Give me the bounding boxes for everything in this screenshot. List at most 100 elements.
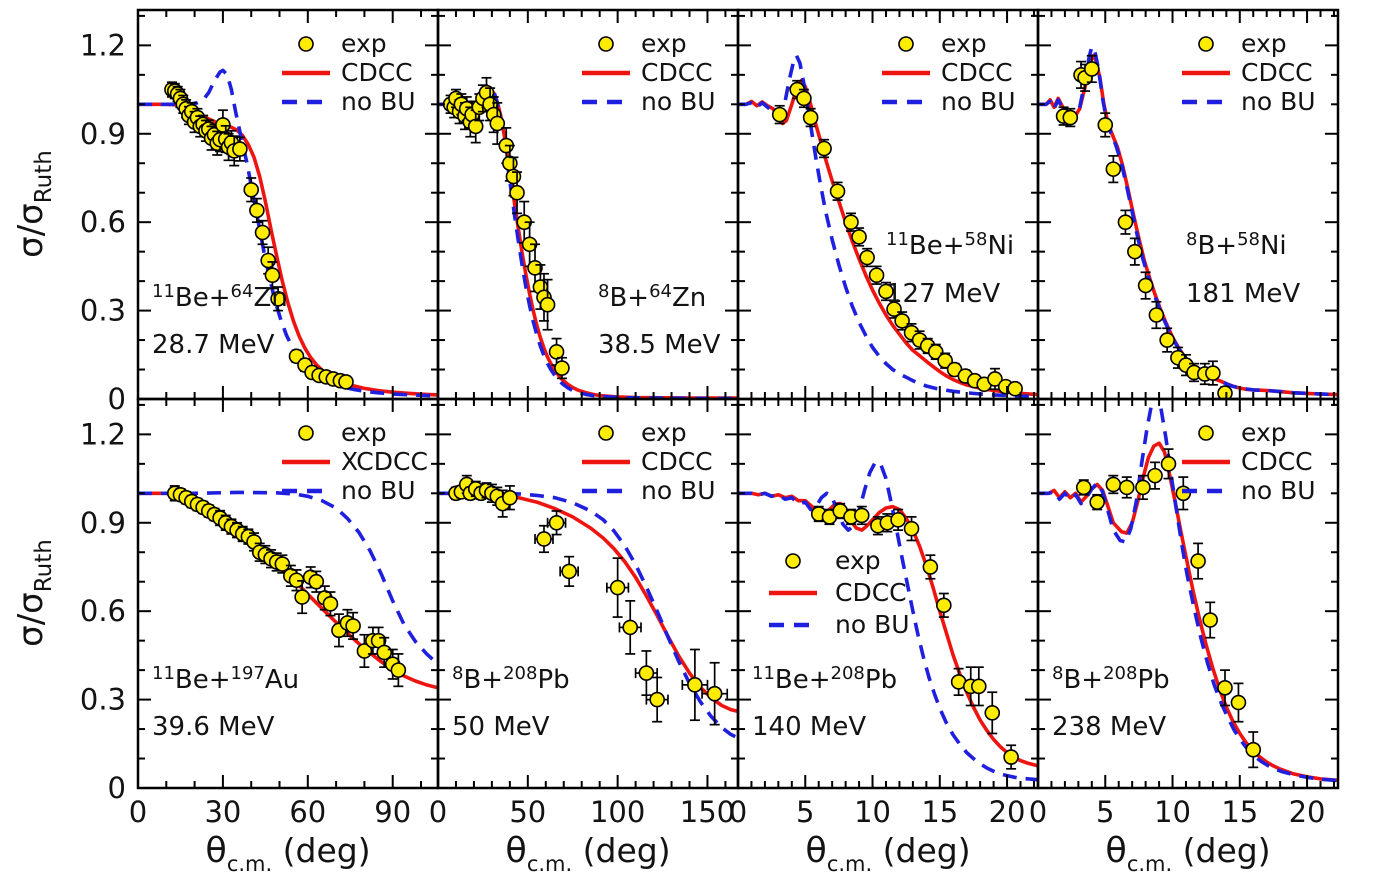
exp-point bbox=[390, 662, 407, 678]
x-tick-label: 10 bbox=[854, 795, 891, 829]
exp-point bbox=[816, 140, 832, 157]
exp-point bbox=[1062, 109, 1079, 126]
legend-label: no BU bbox=[1241, 476, 1316, 505]
ticks bbox=[738, 399, 1038, 788]
x-tick-label: 100 bbox=[590, 795, 645, 829]
nobu-curve bbox=[138, 490, 438, 666]
exp-point bbox=[1118, 479, 1135, 496]
legend-exp-marker bbox=[598, 36, 614, 52]
reaction-label: 11Be+197Au bbox=[152, 663, 299, 695]
exp-point bbox=[971, 678, 987, 695]
y-axis-title: σ/σRuth bbox=[11, 539, 57, 647]
exp-point bbox=[687, 677, 703, 693]
legend-label: exp bbox=[341, 418, 387, 447]
legend-exp-marker bbox=[1198, 425, 1214, 441]
exp-point bbox=[467, 118, 484, 135]
exp-points bbox=[442, 76, 570, 380]
exp-point bbox=[561, 563, 577, 580]
y-tick-label: 0.9 bbox=[80, 506, 126, 540]
exp-point bbox=[851, 229, 867, 245]
exp-point bbox=[1160, 456, 1177, 472]
exp-point bbox=[1217, 680, 1233, 696]
exp-point bbox=[274, 556, 291, 572]
exp-point bbox=[1084, 61, 1100, 77]
legend-label: no BU bbox=[341, 476, 416, 505]
exp-point bbox=[294, 589, 310, 605]
x-tick-label: 5 bbox=[796, 795, 814, 829]
legend-exp-marker bbox=[898, 36, 914, 52]
exp-point bbox=[322, 596, 339, 612]
exp-point bbox=[264, 267, 281, 284]
exp-point bbox=[1127, 243, 1143, 260]
exp-point bbox=[937, 352, 953, 369]
reaction-label: 8B+64Zn bbox=[598, 281, 706, 313]
exp-point bbox=[859, 249, 875, 266]
exp-point bbox=[215, 117, 231, 133]
exp-point bbox=[987, 371, 1003, 387]
reaction-label: 8B+208Pb bbox=[452, 663, 570, 695]
x-tick-label: 0 bbox=[129, 795, 147, 829]
legend-label: no BU bbox=[1241, 87, 1316, 116]
energy-label: 28.7 MeV bbox=[152, 330, 275, 360]
y-axis-title: σ/σRuth bbox=[11, 150, 57, 258]
x-axis-title: θc.m. (deg) bbox=[1105, 831, 1270, 876]
exp-point bbox=[843, 214, 859, 230]
legend-label: CDCC bbox=[835, 578, 907, 607]
exp-point bbox=[609, 579, 626, 596]
nobu-curve bbox=[738, 460, 1038, 782]
exp-point bbox=[232, 141, 248, 157]
legend-label: exp bbox=[1241, 29, 1287, 58]
legend-label: exp bbox=[1241, 418, 1287, 447]
exp-point bbox=[796, 90, 812, 107]
legend-exp-marker bbox=[785, 553, 801, 569]
energy-label: 38.5 MeV bbox=[598, 330, 721, 360]
exp-point bbox=[308, 573, 325, 590]
energy-label: 50 MeV bbox=[452, 712, 550, 742]
exp-points bbox=[1075, 448, 1262, 769]
y-tick-label: 0.3 bbox=[80, 683, 126, 717]
exp-point bbox=[1105, 161, 1122, 177]
exp-point bbox=[1137, 277, 1154, 294]
exp-point bbox=[1117, 214, 1134, 230]
cdcc-curve bbox=[138, 102, 438, 397]
legend-label: no BU bbox=[941, 87, 1016, 116]
exp-point bbox=[1230, 694, 1247, 711]
x-tick-label: 5 bbox=[1096, 795, 1114, 829]
legend-label: XCDCC bbox=[341, 447, 428, 476]
x-tick-label: 15 bbox=[921, 795, 958, 829]
exp-point bbox=[548, 344, 565, 360]
y-tick-label: 0.3 bbox=[80, 294, 126, 328]
legend-exp-marker bbox=[298, 36, 314, 52]
exp-point bbox=[878, 283, 894, 300]
nobu-curve bbox=[438, 491, 738, 740]
exp-point bbox=[502, 155, 518, 172]
reaction-label: 8B+58Ni bbox=[1186, 229, 1287, 261]
legend-label: exp bbox=[835, 546, 881, 575]
exp-point bbox=[1135, 479, 1151, 496]
exp-points bbox=[164, 81, 354, 390]
x-tick-label: 15 bbox=[1221, 795, 1258, 829]
ticks bbox=[738, 10, 1038, 399]
exp-point bbox=[1003, 749, 1019, 765]
exp-point bbox=[548, 514, 565, 531]
y-tick-label: 0.6 bbox=[80, 205, 126, 239]
exp-point bbox=[853, 507, 870, 524]
x-tick-label: 30 bbox=[204, 795, 241, 829]
exp-point bbox=[984, 705, 1001, 721]
exp-point bbox=[802, 109, 819, 126]
exp-points bbox=[166, 485, 407, 688]
legend-label: CDCC bbox=[641, 58, 713, 87]
y-tick-label: 0.9 bbox=[80, 117, 126, 151]
x-axis-title: θc.m. (deg) bbox=[805, 831, 970, 876]
